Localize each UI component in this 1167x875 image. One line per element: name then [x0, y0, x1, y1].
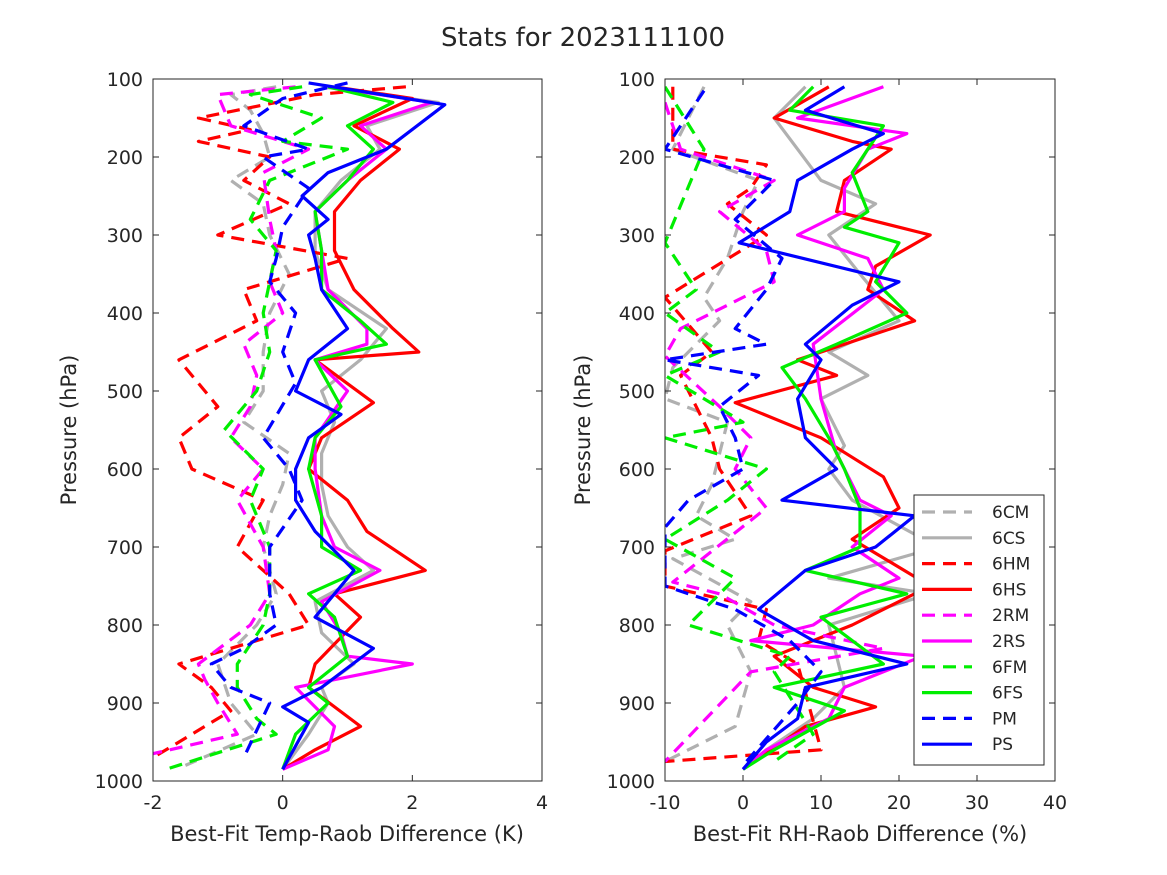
humidity-x-tick-label: 0	[737, 792, 749, 814]
humidity-x-tick-label: 40	[1043, 792, 1067, 814]
temperature-y-tick-label: 100	[107, 69, 143, 91]
legend-label-ps: PS	[992, 735, 1013, 755]
temperature-x-tick-label: -2	[144, 792, 163, 814]
temperature-x-axis-label: Best-Fit Temp-Raob Difference (K)	[170, 822, 524, 846]
temperature-series-6cm	[184, 85, 291, 767]
humidity-x-tick-label: 20	[887, 792, 911, 814]
legend-items: 6CM 6CS 6HM 6HS 2RM 2RS 6FM 6FS PM PS	[922, 503, 1030, 755]
legend-label-2rs: 2RS	[992, 632, 1025, 652]
temperature-x-tick-label: 4	[536, 792, 548, 814]
humidity-plot-frame	[664, 78, 1056, 782]
humidity-y-tick-label: 800	[619, 615, 655, 637]
humidity-x-tick-label: -10	[649, 792, 680, 814]
temperature-series-ps	[281, 81, 447, 771]
temperature-y-tick-label: 900	[107, 693, 143, 715]
temperature-y-tick-label: 600	[107, 459, 143, 481]
temperature-y-axis-label: Pressure (hPa)	[57, 355, 81, 506]
humidity-y-tick-label: 600	[619, 459, 655, 481]
temperature-series-group	[153, 81, 447, 771]
humidity-series-6fm	[665, 85, 815, 763]
humidity-y-tick-label: 700	[619, 537, 655, 559]
legend: 6CM 6CS 6HM 6HS 2RM 2RS 6FM 6FS PM PS	[913, 494, 1045, 766]
legend-label-6hm: 6HM	[992, 555, 1030, 575]
temperature-y-tick-label: 200	[107, 147, 143, 169]
legend-label-6hs: 6HS	[992, 580, 1026, 600]
temperature-x-tick-label: 2	[406, 792, 418, 814]
temperature-y-tick-label: 300	[107, 225, 143, 247]
temperature-series-pm	[209, 81, 348, 759]
legend-label-6cs: 6CS	[992, 529, 1025, 549]
temperature-series-6hs	[281, 85, 427, 771]
humidity-y-tick-label: 300	[619, 225, 655, 247]
humidity-panel: -10 0 10 20 30 40 100 200 300 400 500 600 700 800 900 1…	[571, 69, 1067, 846]
temperature-axis-ticks: -2 0 2 4 100 200 300 400 500 600 700 800 900 1000	[95, 69, 548, 814]
humidity-series-6fs	[742, 85, 909, 771]
temperature-series-6hm	[153, 85, 407, 759]
temperature-y-tick-label: 800	[107, 615, 143, 637]
humidity-y-tick-label: 500	[619, 381, 655, 403]
humidity-y-tick-label: 900	[619, 693, 655, 715]
humidity-y-tick-label: 1000	[607, 771, 655, 793]
temperature-y-tick-label: 400	[107, 303, 143, 325]
temperature-x-tick-label: 0	[277, 792, 289, 814]
temperature-series-2rm	[153, 85, 311, 756]
legend-box	[913, 494, 1045, 766]
temperature-y-tick-label: 700	[107, 537, 143, 559]
temperature-panel: -2 0 2 4 100 200 300 400 500 600 700 800 900 1000 Bes…	[57, 69, 548, 846]
humidity-x-axis-label: Best-Fit RH-Raob Difference (%)	[693, 822, 1027, 846]
legend-label-2rm: 2RM	[992, 606, 1029, 626]
temperature-series-6fm	[165, 85, 350, 771]
legend-label-6fs: 6FS	[992, 684, 1023, 704]
temperature-y-tick-label: 500	[107, 381, 143, 403]
temperature-y-tick-label: 1000	[95, 771, 143, 793]
humidity-y-tick-label: 100	[619, 69, 655, 91]
legend-label-6cm: 6CM	[992, 503, 1029, 523]
humidity-y-tick-label: 200	[619, 147, 655, 169]
legend-label-pm: PM	[992, 709, 1017, 729]
figure-title: Stats for 2023111100	[441, 23, 725, 53]
humidity-y-tick-label: 400	[619, 303, 655, 325]
humidity-series-pm	[665, 89, 823, 767]
humidity-series-ps	[737, 85, 917, 771]
humidity-x-tick-label: 10	[809, 792, 833, 814]
humidity-x-tick-label: 30	[965, 792, 989, 814]
temperature-plot-frame	[152, 78, 543, 782]
legend-label-6fm: 6FM	[992, 658, 1027, 678]
humidity-series-group	[665, 85, 940, 771]
humidity-axis-ticks: -10 0 10 20 30 40 100 200 300 400 500 600 700 800 900 1…	[607, 69, 1067, 814]
humidity-y-axis-label: Pressure (hPa)	[571, 355, 595, 506]
